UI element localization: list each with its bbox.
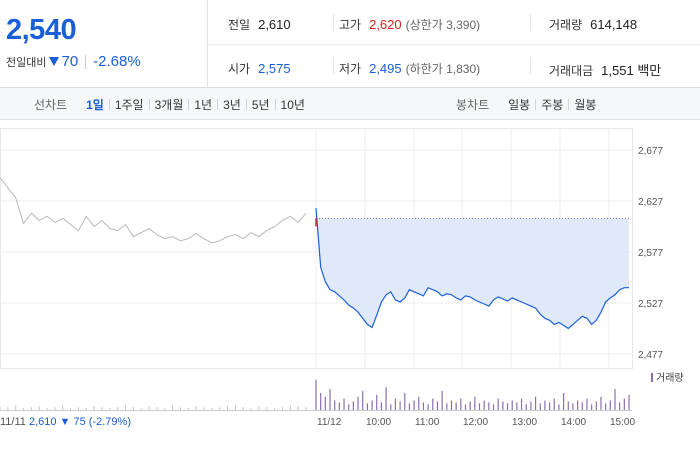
candle-daily[interactable]: 일봉 <box>508 97 531 112</box>
candle-monthly[interactable]: 월봉 <box>574 97 597 112</box>
footer-part: 2,610 <box>26 416 57 428</box>
price-chart[interactable]: 2,677 2,627 2,577 2,527 2,477 거래량 11/12 10:00 11… <box>0 120 700 450</box>
divider <box>568 98 570 110</box>
period-10y[interactable]: 10년 <box>280 97 305 112</box>
divider <box>108 98 110 110</box>
period-selector-bar: 선차트 1일 1주일 3개월 1년 3년 5년 10년 봉차트 일봉 주봉 월봉 <box>0 88 700 120</box>
change-value: 70 <box>61 53 79 70</box>
lower-limit: (하한가 1,830) <box>405 62 481 76</box>
divider <box>188 98 190 110</box>
stat-label: 전일 <box>228 18 251 32</box>
period-3m[interactable]: 3개월 <box>154 97 184 112</box>
y-tick-label: 2,527 <box>638 299 663 310</box>
divider <box>148 98 150 110</box>
x-tick-label: 14:00 <box>561 417 586 428</box>
stat-high: 고가 2,620 (상한가 3,390) <box>339 16 480 33</box>
stat-low: 저가 2,495 (하한가 1,830) <box>339 60 480 77</box>
stat-value: 1,551 백만 <box>601 63 662 78</box>
footer-part: 11/11 <box>0 416 26 428</box>
below-prev-close-area <box>316 208 629 329</box>
volume-legend-swatch <box>651 373 653 382</box>
x-tick-label: 15:00 <box>610 417 635 428</box>
period-1y[interactable]: 1년 <box>194 97 213 112</box>
y-tick-label: 2,477 <box>638 350 663 361</box>
line-chart-title: 선차트 <box>34 97 68 112</box>
stat-label: 고가 <box>339 18 362 32</box>
divider <box>85 54 87 69</box>
y-tick-label: 2,677 <box>638 146 663 157</box>
divider <box>274 98 276 110</box>
upper-limit: (상한가 3,390) <box>405 18 481 32</box>
stat-value: 614,148 <box>590 17 638 32</box>
today-price-line <box>315 208 629 330</box>
stat-value: 2,610 <box>258 17 291 32</box>
divider <box>245 98 247 110</box>
change-row: 전일대비 70 -2.68% <box>6 53 141 70</box>
x-tick-label: 11/12 <box>317 417 342 428</box>
divider <box>530 58 531 74</box>
stats-divider <box>208 44 700 45</box>
period-1d[interactable]: 1일 <box>86 97 104 112</box>
footer-part: (-2.79%) <box>86 416 131 428</box>
divider <box>530 14 531 30</box>
candle-weekly[interactable]: 주봉 <box>541 97 564 112</box>
stat-amount: 거래대금 1,551 백만 <box>549 60 661 79</box>
stat-value: 2,575 <box>258 61 291 76</box>
divider <box>535 98 537 110</box>
price-chart-svg: 2,677 2,627 2,577 2,527 2,477 거래량 11/12 10:00 11… <box>0 128 684 428</box>
y-tick-label: 2,577 <box>638 248 663 259</box>
footer-summary: 11/11 2,610 ▼ 75 (-2.79%) <box>0 416 131 428</box>
y-tick-label: 2,627 <box>638 197 663 208</box>
change-rate: -2.68% <box>93 53 141 70</box>
footer-part: 75 <box>70 416 85 428</box>
stat-value: 2,620 <box>369 17 402 32</box>
volume-legend-label: 거래량 <box>656 372 684 384</box>
period-5y[interactable]: 5년 <box>251 97 270 112</box>
x-tick-label: 10:00 <box>366 417 391 428</box>
down-arrow-icon <box>49 57 60 66</box>
stat-open: 시가 2,575 <box>228 60 291 77</box>
candle-chart-periods: 봉차트 일봉 주봉 월봉 <box>456 88 601 120</box>
current-price: 2,540 <box>6 14 77 46</box>
divider <box>333 14 334 30</box>
candle-chart-title: 봉차트 <box>456 97 490 112</box>
price-summary: 2,540 전일대비 70 -2.68% 전일 2,610 고가 2,620 (… <box>0 0 700 88</box>
prev-day-line <box>0 177 307 244</box>
period-3y[interactable]: 3년 <box>223 97 241 112</box>
divider <box>333 58 334 74</box>
stat-value: 2,495 <box>369 61 402 76</box>
period-1w[interactable]: 1주일 <box>114 97 144 112</box>
stat-label: 시가 <box>228 62 251 76</box>
stat-label: 거래대금 <box>549 64 594 78</box>
x-tick-label: 11:00 <box>415 417 440 428</box>
line-chart-periods: 선차트 1일 1주일 3개월 1년 3년 5년 10년 <box>34 88 310 120</box>
change-label: 전일대비 <box>6 56 47 69</box>
divider <box>217 98 219 110</box>
current-price-box: 2,540 전일대비 70 -2.68% <box>0 0 208 88</box>
stat-label: 거래량 <box>549 18 583 32</box>
stat-label: 저가 <box>339 62 362 76</box>
stat-prev-close: 전일 2,610 <box>228 16 291 33</box>
footer-part: ▼ <box>57 416 71 428</box>
x-tick-label: 12:00 <box>463 417 488 428</box>
stat-volume: 거래량 614,148 <box>549 16 637 33</box>
x-tick-label: 13:00 <box>512 417 537 428</box>
